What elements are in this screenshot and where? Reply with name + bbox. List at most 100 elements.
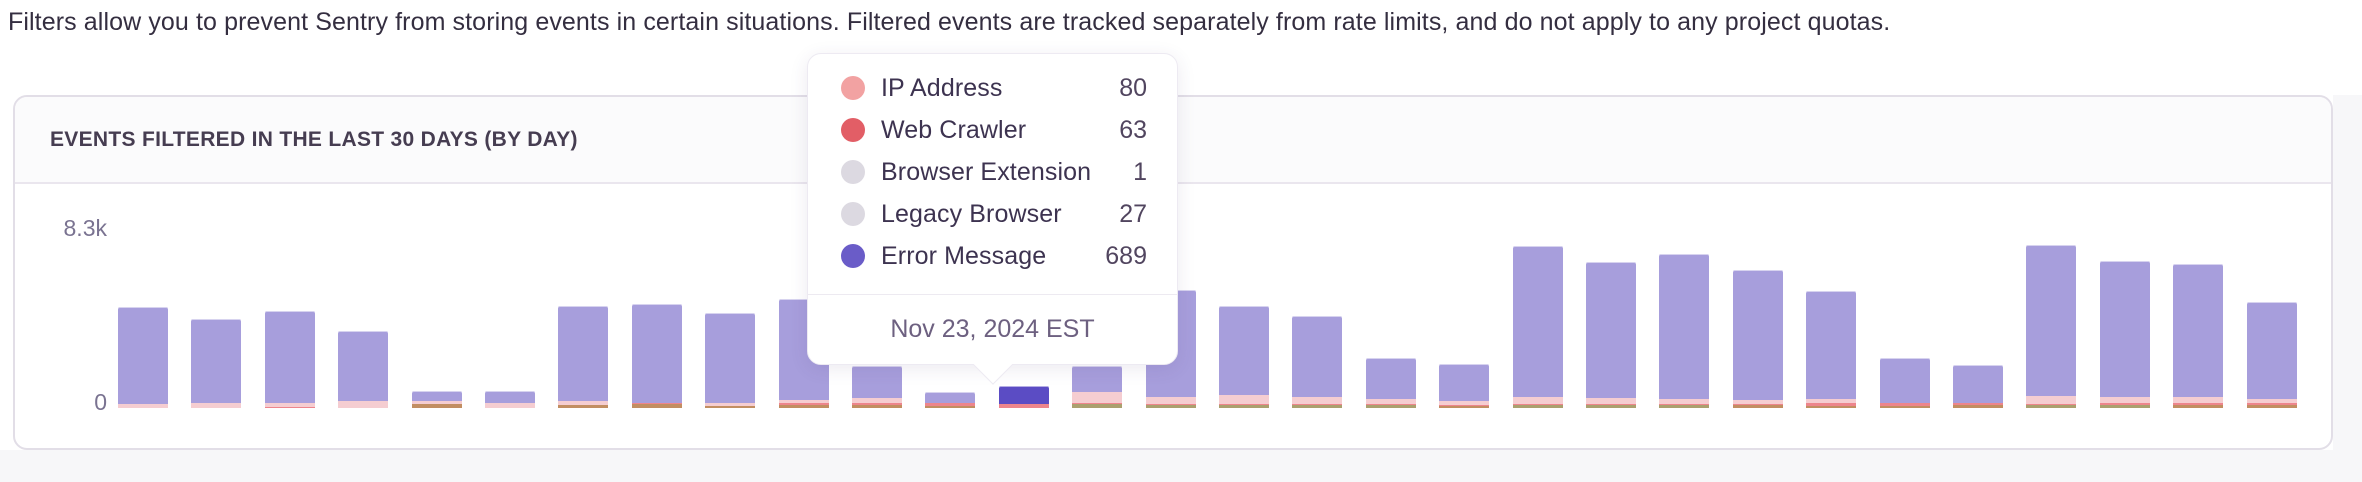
filtered-events-bar-chart: 8.3k 0 bbox=[15, 184, 2331, 446]
bar-segment-olive bbox=[2099, 405, 2150, 408]
bar-segment-purple bbox=[925, 392, 976, 403]
series-dot-icon bbox=[841, 202, 865, 226]
bar-segment-pink bbox=[338, 401, 389, 408]
bar-segment-purple bbox=[118, 307, 168, 404]
filters-description: Filters allow you to prevent Sentry from… bbox=[8, 8, 1891, 36]
bar-segment-red bbox=[264, 407, 315, 408]
bar-segment-red bbox=[2246, 403, 2297, 405]
bar-segment-brown bbox=[2173, 405, 2224, 408]
bar-segment-purple bbox=[1879, 358, 1930, 403]
bar-segment-pink bbox=[2246, 399, 2297, 403]
tooltip-series-value: 63 bbox=[1119, 115, 1147, 144]
bar-segment-pink bbox=[411, 401, 462, 404]
bar-segment-olive bbox=[2026, 405, 2077, 408]
bar-segment-pink bbox=[191, 403, 242, 408]
bar-segment-pink bbox=[1439, 401, 1490, 405]
bar-segment-red bbox=[1732, 404, 1783, 405]
bar-day-5[interactable] bbox=[411, 391, 462, 408]
tooltip-row: Error Message 689 bbox=[841, 235, 1147, 277]
bar-segment-brown bbox=[1732, 405, 1783, 408]
bar-day-8[interactable] bbox=[631, 304, 682, 408]
bar-segment-red bbox=[1292, 404, 1343, 405]
panel-title: EVENTS FILTERED IN THE LAST 30 DAYS (BY … bbox=[50, 127, 578, 151]
bar-segment-brown bbox=[1879, 406, 1930, 408]
bar-day-3[interactable] bbox=[264, 311, 315, 408]
tooltip-row: Web Crawler 63 bbox=[841, 109, 1147, 151]
bar-segment-red bbox=[852, 403, 902, 405]
bar-segment-olive bbox=[1072, 404, 1123, 408]
bar-segment-red bbox=[1512, 404, 1563, 405]
bar-segment-purple bbox=[1072, 366, 1123, 392]
bar-day-22[interactable] bbox=[1659, 254, 1710, 408]
bar-day-21[interactable] bbox=[1586, 262, 1636, 408]
bar-segment-red bbox=[1879, 403, 1930, 406]
bar-segment-pink bbox=[705, 403, 756, 406]
series-dot-icon bbox=[841, 160, 865, 184]
bar-day-18[interactable] bbox=[1365, 358, 1416, 408]
bar-segment-brown bbox=[2246, 405, 2297, 408]
bar-segment-pink bbox=[1292, 397, 1343, 404]
bar-segment-purple bbox=[1439, 364, 1490, 401]
series-dot-icon bbox=[841, 244, 865, 268]
bar-segment-brown bbox=[1953, 405, 2003, 408]
bar-segment-purple bbox=[1292, 316, 1343, 397]
bar-segment-pink bbox=[2173, 397, 2224, 403]
bar-day-24[interactable] bbox=[1806, 291, 1857, 408]
bar-segment-red bbox=[1072, 403, 1123, 404]
bar-segment-purple bbox=[2099, 261, 2150, 397]
bar-segment-purple bbox=[852, 366, 902, 398]
bar-segment-red bbox=[1659, 404, 1710, 405]
bar-day-19[interactable] bbox=[1439, 364, 1490, 408]
bar-day-1[interactable] bbox=[118, 307, 168, 408]
bar-day-20[interactable] bbox=[1512, 246, 1563, 408]
bar-day-6[interactable] bbox=[485, 391, 535, 408]
bar-day-14[interactable] bbox=[1072, 366, 1123, 408]
bar-segment-purple bbox=[705, 313, 756, 403]
bar-segment-brown bbox=[1806, 406, 1857, 408]
bar-segment-red bbox=[925, 403, 976, 406]
bar-segment-red bbox=[2173, 403, 2224, 405]
bar-day-12[interactable] bbox=[925, 392, 976, 408]
tooltip-date: Nov 23, 2024 EST bbox=[890, 315, 1095, 343]
bar-segment-pink bbox=[118, 404, 168, 408]
bar-day-11[interactable] bbox=[852, 366, 902, 408]
bar-day-17[interactable] bbox=[1292, 316, 1343, 408]
bar-segment-olive bbox=[1365, 405, 1416, 408]
bar-day-2[interactable] bbox=[191, 319, 242, 408]
page-background-bottom bbox=[0, 450, 2362, 482]
bar-day-29[interactable] bbox=[2173, 264, 2224, 408]
bar-segment-pink bbox=[1512, 397, 1563, 404]
bar-day-7[interactable] bbox=[558, 306, 609, 408]
bar-segment-olive bbox=[1219, 405, 1269, 408]
tooltip-row: Browser Extension 1 bbox=[841, 151, 1147, 193]
bar-segment-purple bbox=[1219, 306, 1269, 395]
bar-segment-red bbox=[1586, 404, 1636, 405]
bar-day-4[interactable] bbox=[338, 331, 389, 408]
tooltip-series-value: 27 bbox=[1119, 199, 1147, 228]
bar-segment-purple bbox=[2246, 302, 2297, 399]
bar-segment-purple bbox=[2173, 264, 2224, 397]
bar-day-25[interactable] bbox=[1879, 358, 1930, 408]
bar-day-27[interactable] bbox=[2026, 245, 2077, 408]
bar-selected[interactable] bbox=[998, 386, 1049, 408]
tooltip-series-label: IP Address bbox=[881, 73, 1003, 102]
bar-day-16[interactable] bbox=[1219, 306, 1269, 408]
bar-day-9[interactable] bbox=[705, 313, 756, 408]
bar-segment-olive bbox=[1586, 405, 1636, 408]
bar-segment-purple bbox=[1953, 365, 2003, 403]
bar-segment-olive bbox=[1292, 405, 1343, 408]
bar-day-30[interactable] bbox=[2246, 302, 2297, 408]
bar-segment-red bbox=[1953, 403, 2003, 405]
bar-day-28[interactable] bbox=[2099, 261, 2150, 408]
bar-segment-purple bbox=[1365, 358, 1416, 399]
bar-day-23[interactable] bbox=[1732, 270, 1783, 408]
bar-segment-pink bbox=[1072, 392, 1123, 403]
bar-day-26[interactable] bbox=[1953, 365, 2003, 408]
bar-segment-brown bbox=[411, 404, 462, 408]
bar-segment-pink bbox=[1659, 399, 1710, 404]
bar-segment-olive bbox=[1145, 405, 1196, 408]
bar-segment-pink bbox=[778, 400, 829, 403]
bar-segment-red bbox=[631, 403, 682, 404]
bar-segment-purple bbox=[1732, 270, 1783, 400]
